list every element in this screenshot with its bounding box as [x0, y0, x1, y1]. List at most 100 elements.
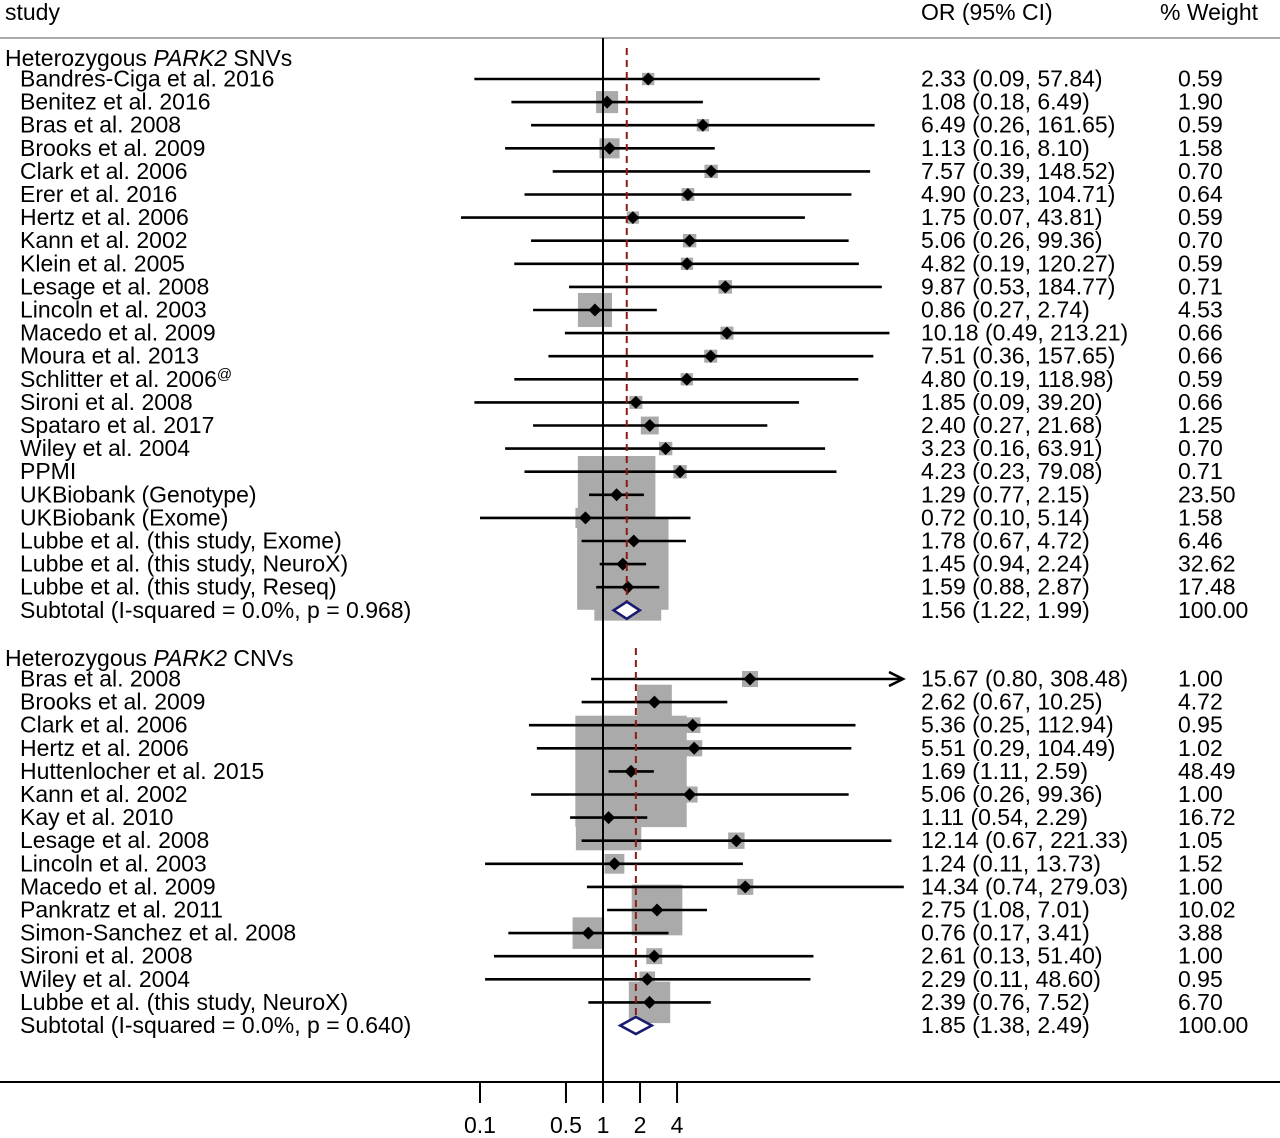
- subtotal-weight-text: 100.00: [1178, 597, 1248, 623]
- study-label: Simon-Sanchez et al. 2008: [20, 920, 296, 946]
- study-label: Bras et al. 2008: [20, 112, 181, 138]
- weight-text: 0.70: [1178, 435, 1223, 461]
- or-ci-text: 2.29 (0.11, 48.60): [921, 966, 1101, 992]
- or-ci-text: 10.18 (0.49, 213.21): [921, 320, 1128, 346]
- point-estimate: [578, 511, 592, 525]
- study-label: Lincoln et al. 2003: [20, 850, 207, 876]
- weight-text: 0.71: [1178, 273, 1223, 299]
- or-ci-text: 1.08 (0.18, 6.49): [921, 89, 1090, 115]
- or-ci-text: 1.69 (1.11, 2.59): [921, 758, 1088, 784]
- weight-text: 1.52: [1178, 850, 1223, 876]
- study-label: Erer et al. 2016: [20, 181, 177, 207]
- point-estimate: [621, 580, 635, 594]
- study-label-superscript: @: [217, 366, 232, 383]
- weight-text: 0.59: [1178, 250, 1223, 276]
- study-label: Lubbe et al. (this study, Reseq): [20, 574, 337, 600]
- or-ci-text: 4.23 (0.23, 79.08): [921, 458, 1103, 484]
- point-estimate: [673, 465, 687, 479]
- weight-box-layer: [572, 671, 758, 1024]
- study-label: Sironi et al. 2008: [20, 943, 193, 969]
- or-ci-text: 0.86 (0.27, 2.74): [921, 297, 1090, 323]
- study-label: Sironi et al. 2008: [20, 389, 193, 415]
- weight-text: 6.46: [1178, 528, 1223, 554]
- x-tick-label: 0.1: [464, 1112, 496, 1138]
- study-label: Macedo et al. 2009: [20, 320, 216, 346]
- point-estimate: [607, 857, 621, 871]
- weight-text: 48.49: [1178, 758, 1236, 784]
- or-ci-text: 2.61 (0.13, 51.40): [921, 943, 1103, 969]
- or-ci-text: 2.39 (0.76, 7.52): [921, 989, 1090, 1015]
- point-estimate: [720, 326, 734, 340]
- point-estimate: [602, 811, 616, 825]
- weight-text: 32.62: [1178, 551, 1236, 577]
- or-ci-text: 1.59 (0.88, 2.87): [921, 574, 1090, 600]
- point-estimate: [686, 718, 700, 732]
- study-label: Spataro et al. 2017: [20, 412, 214, 438]
- weight-text: 1.00: [1178, 781, 1223, 807]
- study-label: Wiley et al. 2004: [20, 435, 190, 461]
- point-estimate: [650, 903, 664, 917]
- or-ci-text: 15.67 (0.80, 308.48): [921, 666, 1128, 692]
- or-ci-text: 4.82 (0.19, 120.27): [921, 250, 1115, 276]
- point-estimate: [581, 926, 595, 940]
- study-label: Kay et al. 2010: [20, 804, 173, 830]
- study-label: UKBiobank (Exome): [20, 504, 228, 530]
- study-label: Benitez et al. 2016: [20, 89, 211, 115]
- or-ci-text: 1.13 (0.16, 8.10): [921, 135, 1090, 161]
- point-estimate: [603, 141, 617, 155]
- subtotal-label: Subtotal (I-squared = 0.0%, p = 0.640): [20, 1012, 411, 1038]
- point-estimate: [687, 741, 701, 755]
- point-estimate: [647, 695, 661, 709]
- weight-text: 1.02: [1178, 735, 1223, 761]
- weight-text: 0.59: [1178, 112, 1223, 138]
- study-label: Moura et al. 2013: [20, 343, 199, 369]
- weight-text: 0.95: [1178, 712, 1223, 738]
- point-estimate: [659, 442, 673, 456]
- or-ci-text: 1.11 (0.54, 2.29): [921, 804, 1088, 830]
- study-label: Lubbe et al. (this study, NeuroX): [20, 989, 348, 1015]
- study-label: Brooks et al. 2009: [20, 135, 205, 161]
- or-ci-text: 2.62 (0.67, 10.25): [921, 689, 1103, 715]
- or-ci-text: 4.90 (0.23, 104.71): [921, 181, 1115, 207]
- or-ci-text: 1.78 (0.67, 4.72): [921, 528, 1090, 554]
- header-study: study: [5, 0, 60, 25]
- point-estimate: [643, 419, 657, 432]
- study-label: Macedo et al. 2009: [20, 873, 216, 899]
- or-ci-text: 6.49 (0.26, 161.65): [921, 112, 1115, 138]
- study-label: Clark et al. 2006: [20, 712, 187, 738]
- group-title-prefix: Heterozygous: [5, 45, 153, 71]
- or-ci-text: 1.29 (0.77, 2.15): [921, 481, 1090, 507]
- or-ci-text: 7.51 (0.36, 157.65): [921, 343, 1115, 369]
- study-label: Lesage et al. 2008: [20, 273, 209, 299]
- point-estimate: [626, 211, 640, 225]
- point-estimate: [610, 488, 624, 502]
- or-ci-text: 1.24 (0.11, 13.73): [921, 850, 1101, 876]
- weight-text: 0.59: [1178, 366, 1223, 392]
- or-ci-text: 7.57 (0.39, 148.52): [921, 158, 1115, 184]
- weight-text: 0.59: [1178, 204, 1223, 230]
- point-estimate: [680, 257, 694, 271]
- study-label: Kann et al. 2002: [20, 781, 188, 807]
- study-label: Pankratz et al. 2011: [20, 897, 223, 923]
- weight-text: 1.05: [1178, 827, 1223, 853]
- point-estimate: [696, 118, 710, 132]
- or-ci-text: 1.85 (0.09, 39.20): [921, 389, 1103, 415]
- weight-box-layer: [575, 72, 734, 621]
- weight-text: 1.00: [1178, 943, 1223, 969]
- ci-line-layer: [460, 72, 890, 594]
- point-estimate: [640, 972, 654, 986]
- or-ci-text: 9.87 (0.53, 184.77): [921, 273, 1115, 299]
- weight-text: 1.58: [1178, 504, 1223, 530]
- weight-text: 0.66: [1178, 343, 1223, 369]
- study-label: Huttenlocher et al. 2015: [20, 758, 264, 784]
- point-estimate: [683, 234, 697, 248]
- or-ci-text: 3.23 (0.16, 63.91): [921, 435, 1103, 461]
- or-ci-text: 5.06 (0.26, 99.36): [921, 781, 1103, 807]
- point-estimate: [718, 280, 732, 294]
- study-label: Schlitter et al. 2006@: [20, 366, 232, 392]
- weight-text: 1.58: [1178, 135, 1223, 161]
- header-or-ci: OR (95% CI): [921, 0, 1053, 25]
- point-estimate: [641, 72, 655, 86]
